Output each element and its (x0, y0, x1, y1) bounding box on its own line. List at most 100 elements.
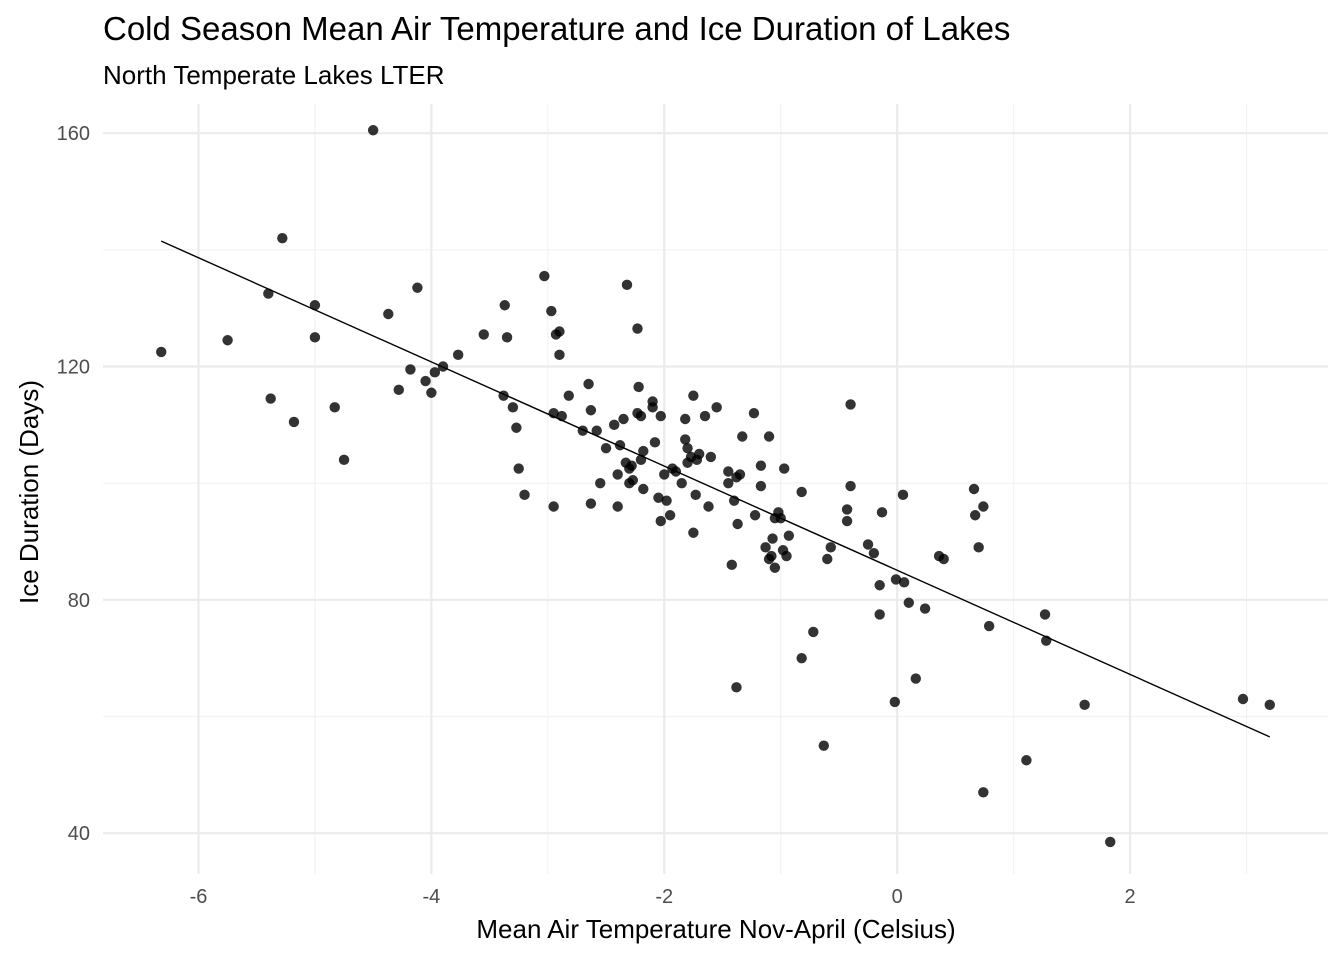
data-point (664, 510, 676, 521)
data-point (874, 580, 885, 591)
data-point (265, 393, 276, 404)
data-point (973, 542, 984, 553)
tick-labels: -6 -4 -2 0 2 40 80 120 160 (57, 123, 1136, 908)
data-point (898, 577, 910, 588)
data-point (649, 437, 661, 448)
data-point (420, 375, 431, 387)
data-point (338, 454, 350, 466)
data-point (688, 390, 699, 401)
data-point (676, 477, 687, 489)
data-point (818, 740, 829, 751)
data-point (635, 410, 647, 422)
data-point (513, 463, 524, 474)
data-point (309, 332, 321, 343)
data-point (556, 410, 567, 422)
data-point (680, 434, 691, 445)
data-point (585, 498, 597, 509)
data-point (626, 460, 637, 471)
data-point (969, 510, 981, 521)
y-tick-label: 160 (57, 123, 90, 145)
data-point (633, 381, 644, 393)
data-point (405, 364, 416, 375)
data-point (621, 279, 633, 291)
data-point (563, 390, 574, 401)
data-point (635, 454, 647, 466)
data-point (755, 480, 767, 492)
y-axis-label: Ice Duration (Days) (14, 380, 44, 604)
x-tick-label: 0 (892, 886, 903, 908)
data-point (769, 562, 781, 573)
data-point (748, 407, 760, 419)
data-point (890, 574, 902, 585)
data-point (554, 349, 565, 361)
data-point (919, 603, 931, 614)
data-point (755, 460, 767, 471)
data-point (796, 486, 807, 498)
data-point (1039, 609, 1051, 620)
data-point (548, 407, 559, 419)
data-point (1264, 699, 1275, 711)
data-point (783, 530, 795, 541)
data-point (507, 402, 519, 413)
data-point (841, 515, 853, 527)
data-point (978, 787, 989, 798)
data-point (868, 547, 880, 559)
data-point (670, 466, 682, 477)
data-point (519, 489, 530, 501)
grid (103, 104, 1328, 874)
data-point (647, 402, 658, 413)
data-point (618, 413, 629, 425)
data-point (511, 422, 522, 433)
data-point (968, 483, 980, 495)
data-point (889, 696, 901, 708)
data-point (781, 550, 792, 562)
data-point (608, 419, 620, 431)
y-tick-label: 120 (57, 357, 90, 379)
data-point (1079, 699, 1090, 711)
data-point (767, 533, 778, 544)
data-point (546, 305, 557, 317)
data-point (412, 282, 423, 293)
x-tick-label: -2 (655, 886, 673, 908)
x-tick-label: -4 (422, 886, 440, 908)
data-point (825, 542, 836, 553)
data-point (426, 387, 437, 398)
data-point (612, 501, 623, 512)
data-point (288, 416, 300, 428)
data-point (910, 673, 921, 684)
data-point (638, 483, 649, 495)
data-point (554, 326, 565, 337)
data-point (862, 539, 874, 550)
data-point (845, 399, 856, 410)
data-point (627, 475, 639, 486)
data-point (808, 626, 819, 638)
trend-line-group (160, 240, 1271, 738)
data-point (897, 489, 909, 501)
data-point (693, 448, 705, 460)
data-point (655, 410, 666, 422)
data-point (763, 431, 775, 442)
data-point (703, 501, 714, 512)
x-tick-label: 2 (1124, 886, 1135, 908)
data-points (156, 125, 1275, 848)
data-point (577, 425, 588, 436)
data-point (726, 559, 738, 571)
x-axis-label: Mean Air Temperature Nov-April (Celsius) (476, 914, 955, 944)
data-point (501, 332, 513, 343)
data-point (612, 469, 623, 480)
chart-subtitle: North Temperate Lakes LTER (103, 60, 445, 90)
data-point (711, 402, 722, 413)
data-point (659, 469, 670, 480)
data-point (874, 609, 885, 620)
data-point (437, 361, 449, 372)
data-point (499, 300, 510, 311)
data-point (595, 477, 606, 489)
data-point (393, 384, 404, 396)
data-point (690, 489, 701, 501)
data-point (680, 413, 691, 425)
data-point (638, 445, 649, 457)
data-point (822, 553, 833, 565)
data-point (876, 507, 888, 518)
data-point (367, 125, 379, 136)
